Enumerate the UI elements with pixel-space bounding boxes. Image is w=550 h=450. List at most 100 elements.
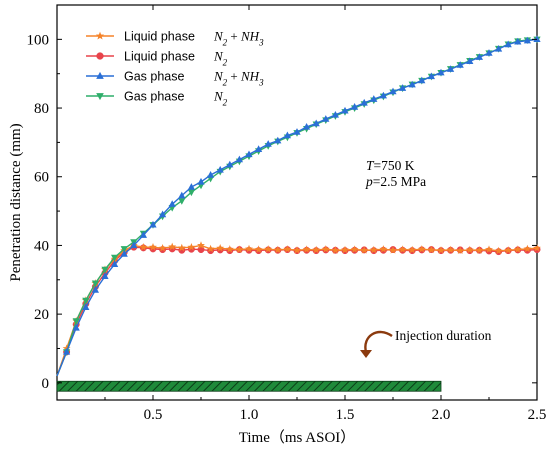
data-point bbox=[331, 246, 340, 254]
data-point bbox=[465, 245, 474, 254]
series-2 bbox=[56, 35, 541, 377]
data-point bbox=[513, 245, 522, 253]
data-point bbox=[206, 244, 215, 253]
data-point bbox=[504, 246, 513, 254]
data-point bbox=[370, 95, 378, 102]
arrow-shaft bbox=[364, 330, 393, 353]
condition-1: p=2.5 MPa bbox=[365, 174, 426, 189]
data-point bbox=[456, 61, 464, 68]
legend-entry-1: Liquid phase N2 bbox=[86, 49, 228, 68]
legend-swatch-marker bbox=[96, 52, 104, 60]
data-point bbox=[312, 245, 321, 254]
data-point bbox=[495, 45, 503, 52]
data-point bbox=[408, 245, 417, 254]
data-point bbox=[216, 165, 224, 173]
data-point bbox=[475, 246, 484, 254]
data-point bbox=[369, 245, 378, 254]
data-point bbox=[149, 243, 157, 251]
data-point bbox=[350, 245, 359, 253]
data-point bbox=[321, 245, 330, 253]
data-point bbox=[235, 155, 243, 163]
data-point bbox=[111, 254, 119, 262]
data-point bbox=[523, 244, 532, 253]
data-point bbox=[225, 245, 234, 253]
data-point bbox=[360, 98, 368, 106]
legend-entry-2: Gas phase N2 + NH3 bbox=[86, 69, 264, 88]
data-point bbox=[187, 189, 195, 197]
data-point bbox=[360, 246, 369, 254]
data-point bbox=[82, 303, 90, 310]
data-point bbox=[312, 119, 320, 127]
data-point bbox=[341, 106, 349, 114]
data-point bbox=[264, 140, 272, 147]
data-point bbox=[466, 57, 474, 65]
data-point bbox=[139, 231, 147, 238]
data-point bbox=[456, 246, 465, 254]
injection-duration-layer bbox=[56, 380, 442, 392]
data-point bbox=[437, 246, 445, 254]
data-point bbox=[120, 246, 128, 253]
data-point bbox=[379, 91, 387, 99]
data-point bbox=[197, 246, 205, 254]
legend-swatch-marker bbox=[96, 71, 104, 79]
data-point bbox=[187, 183, 195, 190]
data-point bbox=[178, 198, 186, 205]
data-point bbox=[283, 131, 291, 139]
data-point bbox=[101, 266, 109, 274]
data-point bbox=[533, 35, 541, 43]
legend-formula: N2 bbox=[213, 89, 228, 108]
data-point bbox=[216, 244, 225, 252]
data-point bbox=[82, 297, 90, 305]
data-point bbox=[226, 160, 234, 168]
data-point bbox=[399, 84, 407, 91]
legend-swatch-marker bbox=[96, 93, 104, 101]
arrow-head bbox=[360, 350, 372, 358]
series-layer bbox=[56, 35, 541, 377]
data-point bbox=[504, 40, 512, 48]
data-point bbox=[322, 115, 330, 122]
data-point bbox=[389, 87, 397, 95]
data-point bbox=[447, 65, 455, 72]
series-3 bbox=[56, 36, 541, 377]
data-point bbox=[130, 241, 138, 249]
legend-label: Gas phase bbox=[124, 70, 185, 84]
data-point bbox=[351, 103, 359, 110]
data-point bbox=[245, 244, 253, 253]
legend-entry-3: Gas phase N2 bbox=[86, 89, 228, 108]
legend-formula: N2 + NH3 bbox=[213, 69, 264, 88]
data-point bbox=[255, 145, 263, 152]
data-point bbox=[475, 53, 483, 60]
data-point bbox=[178, 191, 186, 199]
data-point bbox=[159, 210, 167, 218]
data-point bbox=[485, 49, 493, 56]
data-point bbox=[427, 72, 435, 80]
injection-duration-bar bbox=[56, 380, 442, 392]
y-tick-label: 0 bbox=[42, 376, 50, 392]
data-point bbox=[91, 280, 99, 288]
data-point bbox=[283, 245, 292, 253]
legend-formula: N2 + NH3 bbox=[213, 29, 264, 48]
data-point bbox=[303, 122, 311, 130]
x-tick-label: 2.0 bbox=[432, 407, 451, 423]
data-point bbox=[273, 245, 282, 254]
data-point bbox=[264, 245, 273, 253]
data-point bbox=[437, 68, 445, 76]
data-point bbox=[254, 245, 263, 253]
data-point bbox=[408, 80, 416, 88]
data-point bbox=[331, 110, 339, 118]
data-point bbox=[389, 246, 397, 254]
series-1 bbox=[56, 243, 541, 377]
curved-arrow-icon bbox=[360, 330, 393, 358]
data-point bbox=[187, 243, 196, 251]
y-axis-title: Penetration distance (mm) bbox=[8, 123, 24, 281]
data-point bbox=[341, 245, 349, 254]
x-tick-label: 1.0 bbox=[240, 407, 259, 423]
data-point bbox=[168, 242, 177, 251]
data-point bbox=[523, 36, 531, 44]
x-tick-label: 0.5 bbox=[144, 407, 163, 423]
series-line bbox=[56, 246, 538, 377]
legend-label: Gas phase bbox=[124, 90, 185, 104]
data-point bbox=[293, 246, 301, 254]
data-point bbox=[101, 272, 109, 280]
data-point bbox=[197, 177, 205, 185]
